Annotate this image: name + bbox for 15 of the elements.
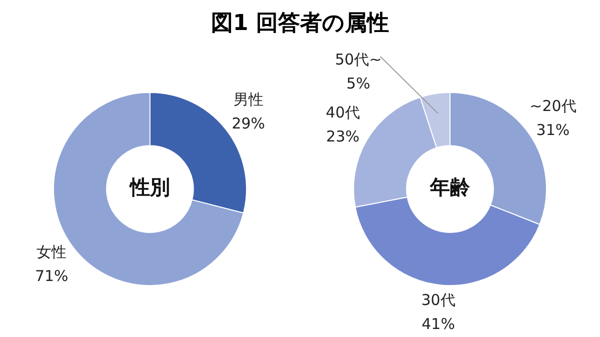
text: 性別 [128,175,170,200]
slice-label: 男性 [233,90,264,109]
chart-title: 図1 回答者の属性 [210,10,390,38]
data-label: 29% [232,114,266,133]
slice-label: ~20代 [530,96,576,115]
data-label: 71% [34,267,68,286]
data-label: 23% [326,128,360,146]
slice-label: 30代 [421,290,456,309]
data-label: 41% [422,314,455,333]
text: 年齢 [429,175,471,200]
slice-label: 女性 [36,243,67,262]
data-label: 5% [346,74,370,92]
slice-label: 40代 [326,104,360,122]
slice-label: 50代~ [334,50,382,68]
data-label: 31% [536,120,570,139]
